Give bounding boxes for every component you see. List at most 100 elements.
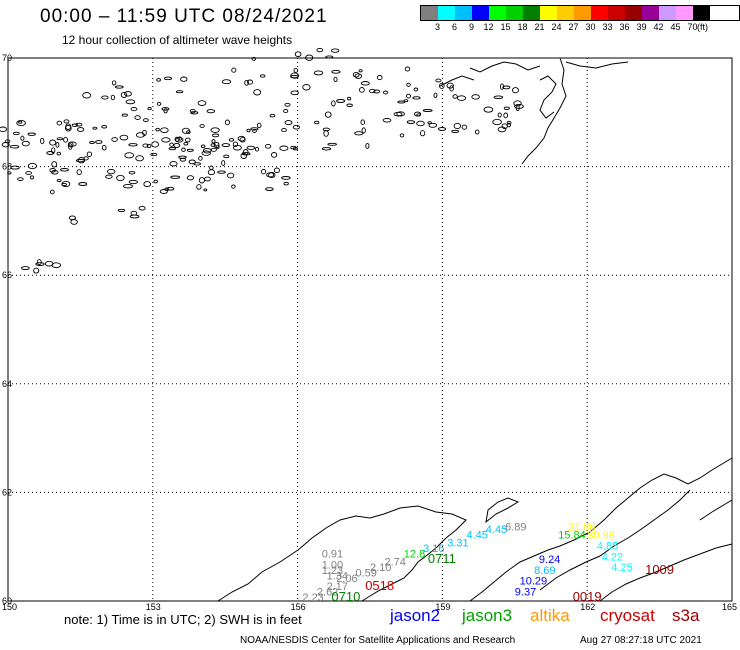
legend-swatch	[506, 6, 523, 20]
ice-floe	[294, 51, 302, 58]
ice-floe	[161, 137, 171, 143]
ice-floe	[215, 144, 220, 150]
ice-floe	[499, 83, 505, 90]
ice-floe	[202, 147, 212, 154]
ice-floe	[117, 208, 126, 212]
ice-floe	[110, 94, 116, 101]
ice-floe	[156, 101, 162, 106]
legend-label: 12	[483, 22, 494, 32]
ice-floe	[281, 128, 287, 133]
ice-floe	[251, 56, 257, 61]
ice-floe	[321, 147, 332, 151]
ice-floe	[422, 109, 433, 112]
swh-value-label: 4.22	[602, 551, 623, 563]
ice-floe	[365, 142, 370, 149]
swh-value-label: 3.16	[423, 543, 444, 555]
ice-floe	[437, 127, 447, 131]
ice-floe	[435, 78, 442, 83]
ice-floe	[352, 71, 360, 78]
ice-floe	[327, 142, 338, 146]
legend-swatch	[455, 6, 472, 20]
ice-floe	[283, 108, 289, 114]
ice-floe	[241, 152, 251, 156]
ice-floe	[107, 168, 116, 175]
lon-tick-label: 150	[2, 602, 17, 612]
ice-floe	[259, 74, 266, 78]
ice-floe	[316, 47, 324, 53]
legend-swatch	[625, 6, 642, 20]
ice-floe	[203, 188, 208, 192]
ice-floe	[21, 140, 30, 147]
ice-floe	[170, 175, 181, 179]
ice-floe	[209, 165, 214, 171]
page-subtitle: 12 hour collection of altimeter wave hei…	[62, 33, 293, 47]
ice-floe	[135, 132, 145, 138]
ice-floe	[313, 70, 324, 76]
ice-floe	[21, 266, 30, 271]
ice-floe	[270, 152, 278, 158]
ice-floe	[515, 105, 520, 112]
ice-floe	[256, 122, 262, 129]
ice-floe	[121, 113, 128, 117]
ice-floe	[261, 168, 267, 175]
ice-floe	[211, 139, 216, 144]
ice-floe	[399, 133, 405, 138]
ice-floe	[204, 176, 211, 182]
ice-floe	[360, 119, 365, 126]
ice-floe	[18, 120, 23, 124]
grid-lines	[8, 58, 732, 601]
ice-floe	[155, 127, 160, 132]
ice-floe	[56, 151, 62, 156]
ice-floe	[61, 180, 71, 188]
satellite-name: s3a	[672, 606, 700, 625]
ice-floe	[159, 189, 168, 194]
ice-floe	[190, 111, 199, 115]
ice-floe	[114, 85, 124, 89]
legend-swatch	[591, 6, 608, 20]
ice-floe	[416, 113, 421, 117]
ice-floe	[497, 112, 502, 118]
ice-floe	[101, 144, 107, 151]
ice-floe	[70, 219, 78, 225]
legend-label: 33	[602, 22, 613, 32]
ice-floe	[358, 69, 363, 73]
ice-floe	[360, 81, 370, 86]
ice-floe	[193, 162, 201, 166]
ice-floe	[77, 157, 86, 164]
swh-value-label: 2.23	[302, 592, 323, 604]
ice-floe	[75, 122, 83, 127]
ice-floe	[433, 92, 438, 98]
ice-floe	[221, 143, 231, 148]
ice-floe	[210, 127, 220, 133]
ice-floe	[40, 137, 45, 145]
ice-floe	[383, 90, 389, 95]
ice-floe	[416, 120, 425, 127]
swh-value-label: 4.45	[467, 530, 488, 542]
ice-floe	[56, 120, 63, 126]
lat-tick-label: 62	[2, 487, 12, 497]
legend-labels: 3 6 9 12 15 18 21 24 27 30 33 36 39 42 45 70 (ft)	[420, 21, 740, 33]
legend-swatch	[676, 6, 693, 20]
ice-floe	[293, 67, 299, 73]
lon-tick-label: 165	[722, 602, 737, 612]
ice-floe	[196, 184, 202, 190]
ice-floe	[142, 143, 149, 148]
ice-floe	[346, 103, 353, 108]
ice-floe	[120, 91, 128, 98]
ice-floe	[183, 141, 189, 146]
swh-value-label: 2.17	[327, 581, 348, 593]
ice-floe	[186, 175, 195, 181]
ice-floe	[27, 162, 37, 170]
ice-floe	[16, 119, 26, 127]
legend-swatch	[523, 6, 540, 20]
ice-floe	[201, 150, 211, 156]
ice-floe	[279, 145, 289, 151]
ice-floe	[223, 154, 230, 159]
ice-floe	[123, 183, 133, 189]
swh-value-label: 2.10	[370, 562, 391, 574]
swh-value-label: 12.8	[404, 549, 425, 561]
ice-floe	[217, 170, 226, 174]
ice-floe	[439, 82, 445, 89]
ice-floe	[347, 96, 352, 101]
swh-value-label: 21.86	[568, 521, 596, 533]
